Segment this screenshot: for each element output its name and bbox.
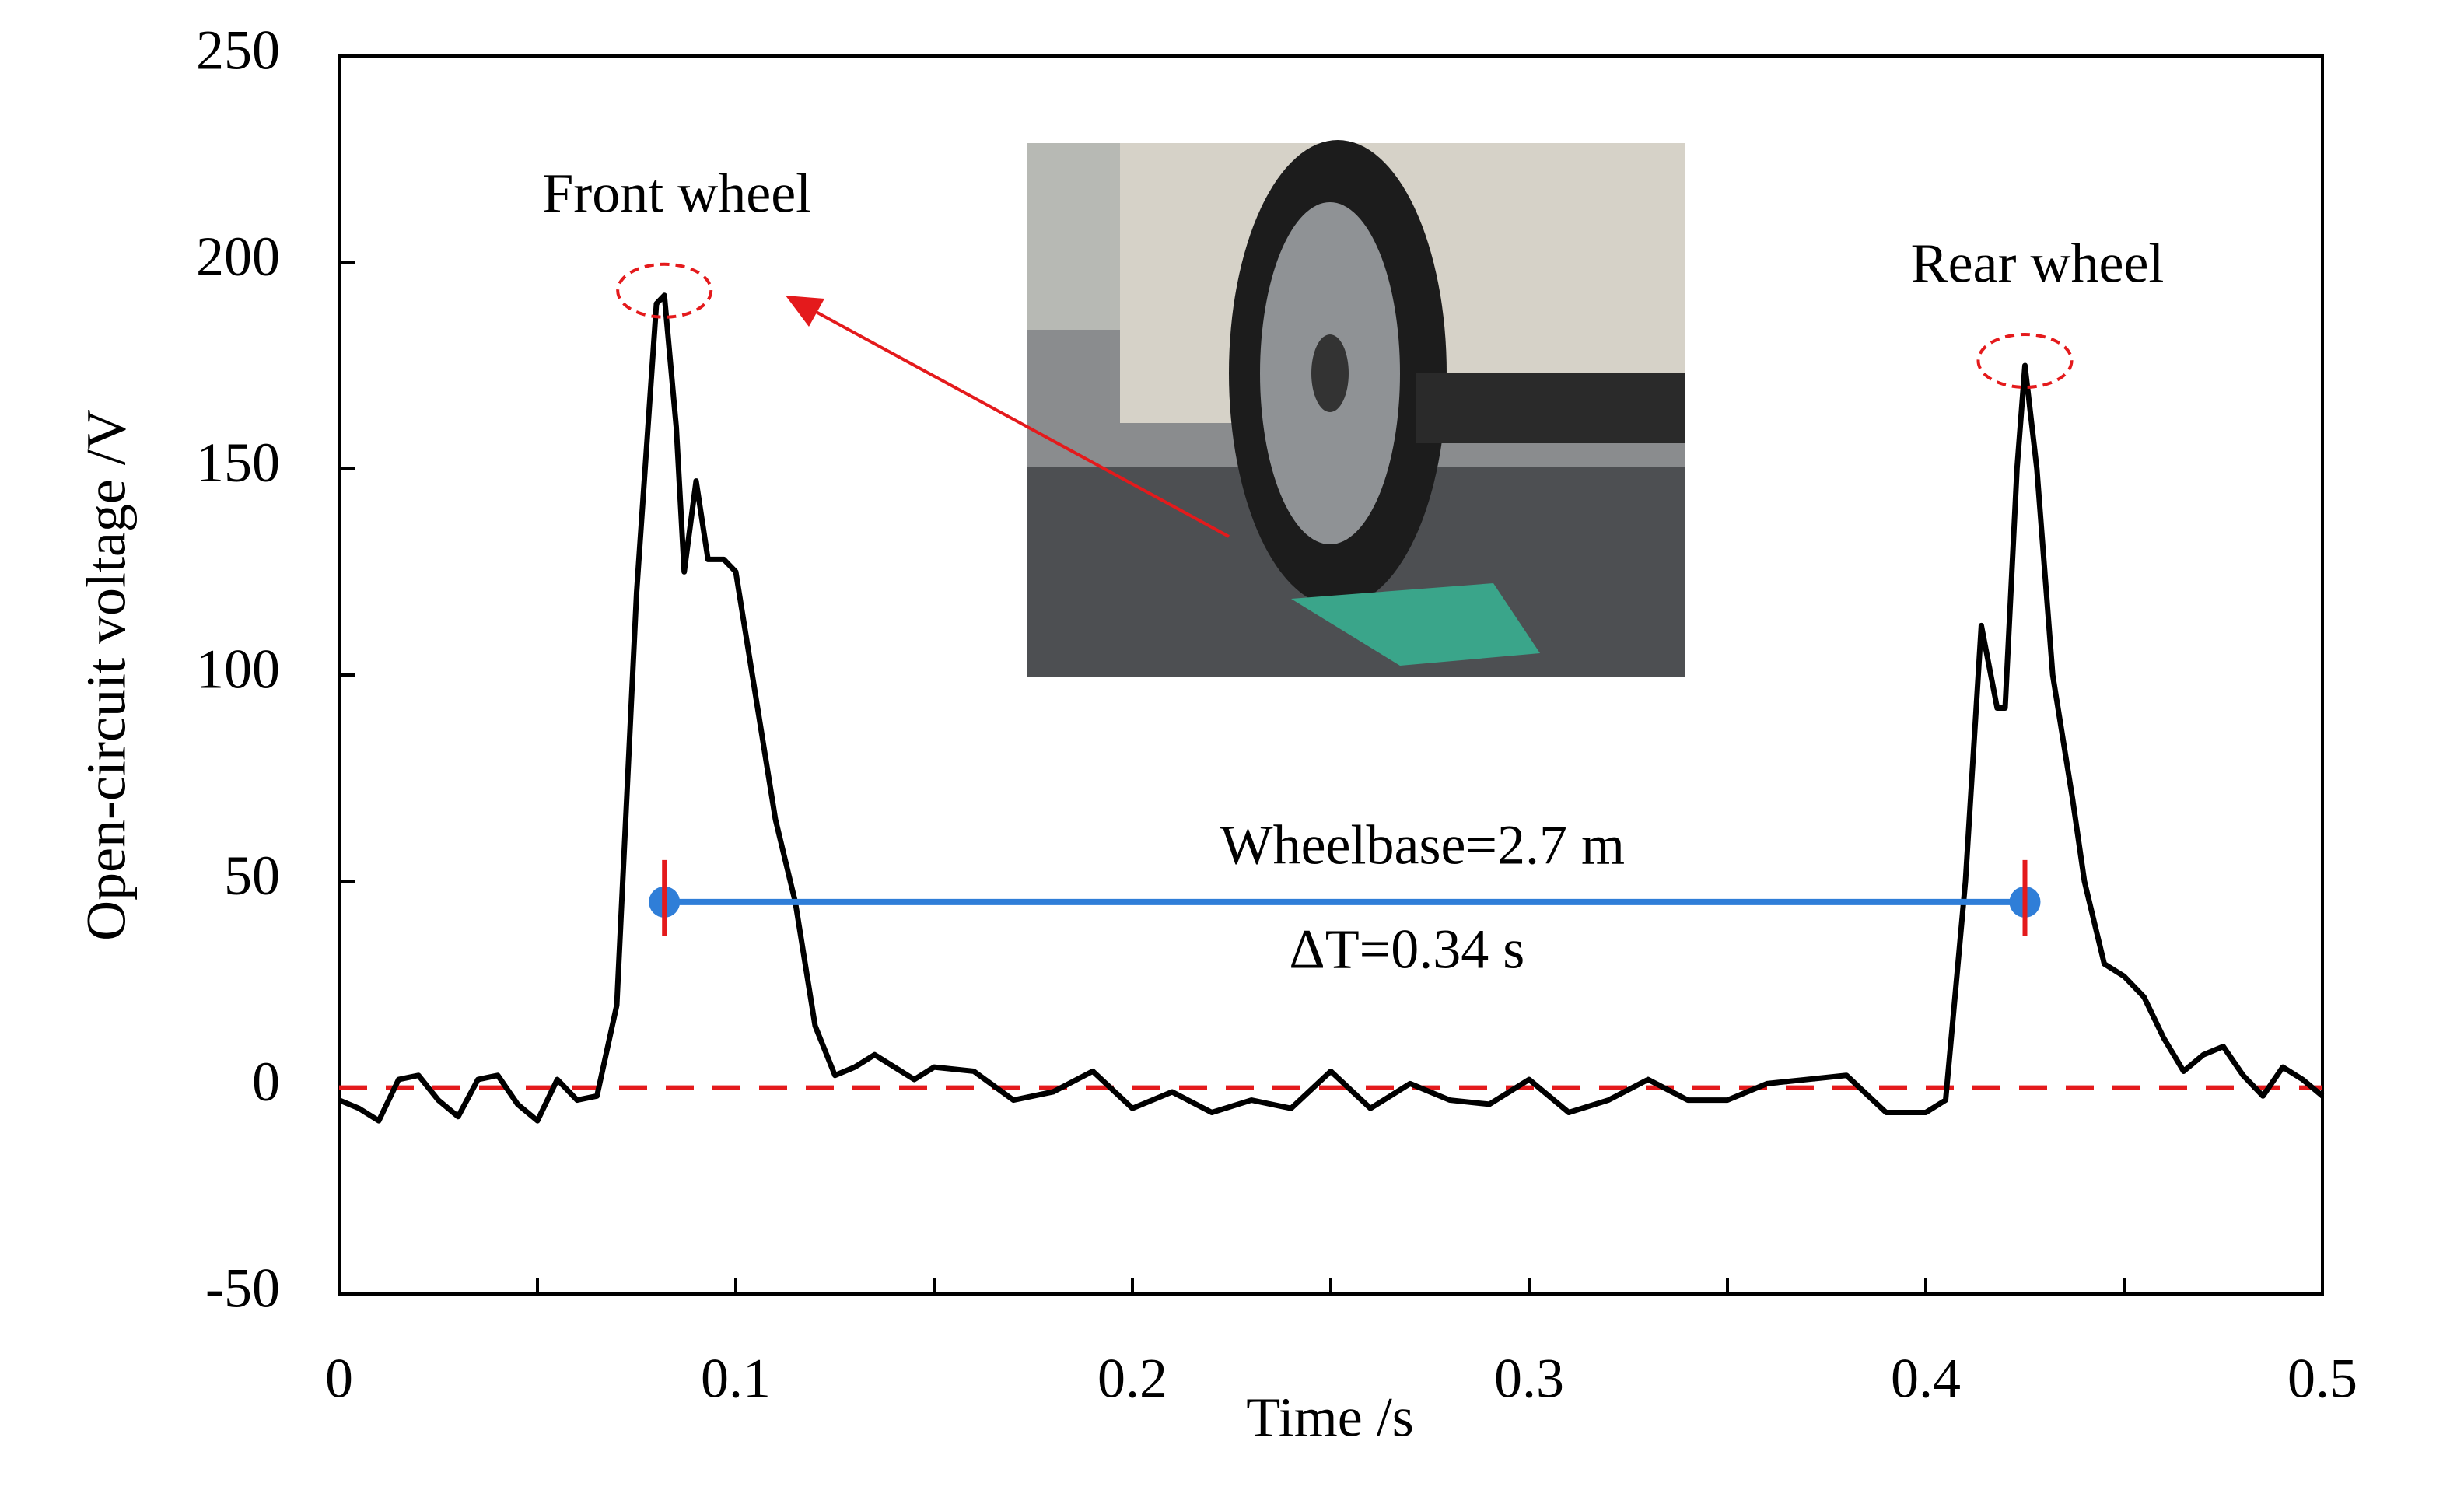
y-tick-label: 0 [252, 1051, 280, 1113]
peak-marker [1976, 333, 2074, 389]
x-tick-label: 0.3 [1494, 1348, 1564, 1410]
y-tick-label: 50 [224, 845, 280, 907]
y-tick-label: -50 [205, 1257, 280, 1320]
x-axis-label: Time /s [1246, 1387, 1413, 1449]
x-tick-label: 0.1 [701, 1348, 771, 1410]
x-tick-label: 0.4 [1891, 1348, 1961, 1410]
inset-photo [1027, 140, 1685, 677]
peak-label: Front wheel [542, 162, 811, 224]
voltage-line [338, 292, 2325, 1124]
y-tick-label: 200 [196, 226, 280, 288]
x-tick-label: 0 [325, 1348, 353, 1410]
peak-marker [616, 262, 713, 319]
callout-arrow [808, 306, 1230, 538]
peak-label: Rear wheel [1911, 233, 2165, 295]
arrow-head [786, 296, 824, 327]
wheelbase-label: Wheelbase=2.7 m [1220, 813, 1625, 876]
y-tick-label: 250 [196, 19, 280, 82]
y-tick-label: 100 [196, 638, 280, 701]
delta-t-label: ΔT=0.34 s [1289, 918, 1524, 980]
x-tick-label: 0.2 [1097, 1348, 1167, 1410]
x-tick-label: 0.5 [2287, 1348, 2357, 1410]
y-axis-label: Open-circuit voltage /V [75, 409, 138, 941]
y-tick-label: 150 [196, 432, 280, 494]
